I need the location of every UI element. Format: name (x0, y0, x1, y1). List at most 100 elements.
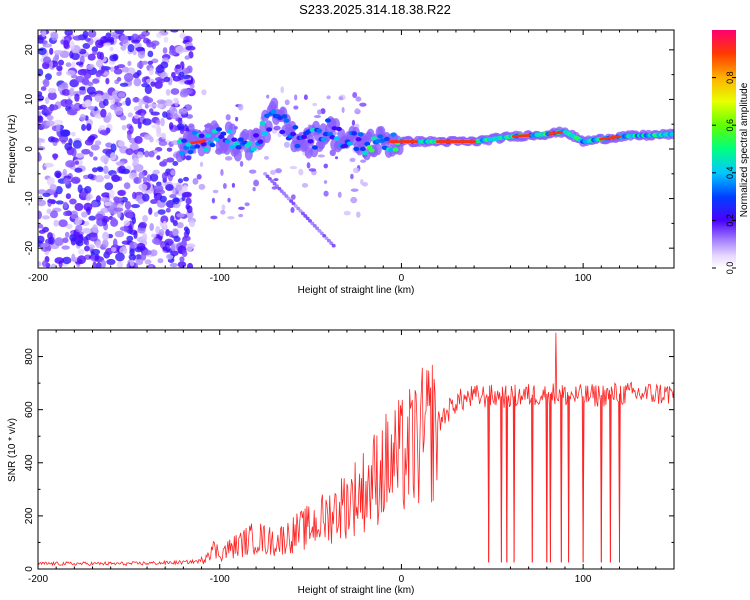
heatmap-noise-blob (169, 30, 179, 33)
heatmap-peak-cell (395, 140, 400, 143)
heatmap-noise-blob (166, 157, 175, 163)
heatmap-streak-blob (270, 179, 275, 184)
heatmap-noise-blob (113, 196, 120, 203)
heatmap-marks (38, 30, 674, 268)
spectrogram-ytick-label: 10 (24, 93, 35, 105)
heatmap-scatter-blob (188, 123, 195, 128)
heatmap-noise-blob (126, 235, 134, 242)
heatmap-noise-blob (161, 172, 168, 180)
heatmap-ridge-cell (309, 128, 316, 133)
heatmap-ridge-cell (307, 139, 314, 144)
heatmap-streak-blob (329, 241, 334, 246)
heatmap-noise-blob (71, 147, 77, 157)
heatmap-noise-blob (95, 241, 102, 248)
heatmap-streak-blob (298, 209, 303, 213)
snr-ylabel: SNR (10 * v/v) (7, 418, 18, 482)
heatmap-noise-blob (142, 215, 149, 223)
heatmap-scatter-blob (323, 163, 328, 169)
heatmap-noise-blob (58, 59, 65, 66)
heatmap-scatter-blob (238, 206, 245, 210)
heatmap-ridge-cell (383, 136, 390, 142)
heatmap-scatter-blob (359, 102, 367, 107)
heatmap-scatter-blob (343, 210, 351, 216)
heatmap-noise-blob (182, 88, 193, 95)
heatmap-noise-blob (71, 131, 76, 137)
heatmap-ridge-cell (283, 118, 290, 123)
heatmap-noise-blob (65, 160, 76, 168)
heatmap-streak-blob (291, 201, 296, 206)
heatmap-noise-blob (116, 261, 123, 268)
heatmap-noise-blob (130, 204, 141, 209)
heatmap-noise-blob (108, 189, 115, 199)
heatmap-noise-blob (64, 30, 73, 36)
heatmap-noise-blob (114, 30, 125, 35)
heatmap-noise-blob (102, 231, 110, 241)
heatmap-scatter-blob (360, 159, 367, 163)
heatmap-scatter-blob (334, 156, 339, 160)
heatmap-noise-blob (100, 108, 107, 118)
heatmap-ridge-cell (333, 136, 340, 141)
heatmap-noise-blob (44, 73, 52, 81)
heatmap-noise-blob (38, 137, 43, 143)
heatmap-streak-blob (319, 231, 324, 236)
heatmap-noise-blob (185, 203, 190, 210)
heatmap-noise-blob (103, 174, 111, 180)
heatmap-scatter-blob (211, 197, 216, 204)
heatmap-noise-blob (85, 37, 91, 42)
heatmap-noise-blob (71, 253, 76, 263)
heatmap-noise-blob (109, 46, 114, 52)
heatmap-noise-blob (65, 193, 72, 200)
heatmap-noise-blob (56, 71, 62, 77)
heatmap-scatter-blob (290, 194, 296, 200)
heatmap-noise-blob (150, 81, 156, 87)
heatmap-scatter-blob (225, 114, 231, 121)
heatmap-ridge-cell (301, 134, 308, 140)
heatmap-noise-blob (121, 168, 130, 174)
heatmap-ridge-cell (263, 113, 270, 118)
heatmap-noise-blob (69, 234, 77, 242)
heatmap-ridge-cell (266, 127, 273, 132)
heatmap-ridge-cell (198, 133, 205, 139)
heatmap-noise-blob (113, 207, 124, 212)
heatmap-noise-blob (127, 44, 135, 53)
heatmap-noise-blob (156, 32, 162, 38)
heatmap-noise-blob (38, 152, 41, 162)
heatmap-scatter-blob (273, 125, 281, 131)
heatmap-noise-blob (150, 199, 158, 205)
snr-ytick-label: 800 (24, 348, 35, 365)
heatmap-scatter-blob (201, 89, 207, 96)
heatmap-noise-blob (120, 34, 129, 44)
heatmap-noise-blob (163, 76, 171, 83)
heatmap-noise-blob (70, 210, 79, 220)
heatmap-noise-blob (137, 34, 146, 40)
heatmap-noise-blob (128, 253, 137, 261)
heatmap-noise-blob (175, 184, 183, 192)
snr-ytick-label: 0 (24, 566, 35, 572)
heatmap-noise-blob (172, 220, 178, 227)
heatmap-scatter-blob (221, 204, 226, 211)
heatmap-ridge-cell (390, 132, 397, 137)
heatmap-noise-blob (119, 82, 129, 87)
heatmap-scatter-blob (248, 169, 257, 174)
heatmap-noise-blob (40, 86, 47, 91)
heatmap-ridge-cell (281, 114, 288, 119)
heatmap-ridge-cell (353, 146, 360, 152)
heatmap-noise-blob (185, 155, 192, 161)
heatmap-noise-blob (181, 238, 187, 247)
spectrogram-xtick-label: 100 (575, 273, 592, 284)
heatmap-streak-blob (305, 216, 310, 221)
heatmap-streak-blob (286, 196, 291, 201)
heatmap-ridge-cell (235, 145, 242, 150)
heatmap-scatter-blob (351, 119, 356, 126)
heatmap-ridge-cell (364, 141, 371, 147)
heatmap-noise-blob (149, 249, 158, 257)
heatmap-noise-blob (109, 54, 118, 62)
heatmap-ridge-cell (181, 138, 188, 143)
heatmap-ridge-cell (322, 131, 329, 137)
heatmap-scatter-blob (181, 108, 187, 114)
heatmap-scatter-blob (303, 94, 308, 100)
heatmap-noise-blob (64, 142, 73, 151)
heatmap-noise-blob (183, 176, 189, 182)
heatmap-noise-blob (179, 256, 185, 263)
heatmap-noise-blob (54, 237, 64, 246)
